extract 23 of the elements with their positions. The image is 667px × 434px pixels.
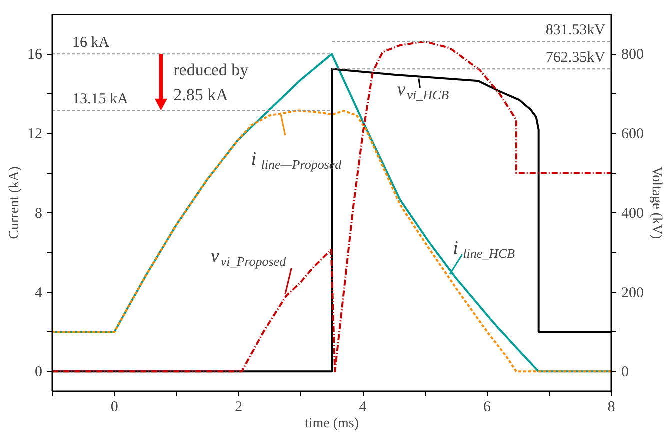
x-tick-label: 2 [235,400,243,416]
y-tick-label: 0 [35,364,42,381]
y2-tick-label: 0 [622,364,629,381]
annotation: reduced by 2.85 kA [174,60,250,104]
x-tick-label: 0 [110,400,118,416]
ref-line-label: 16 kA [72,35,110,52]
x-tick-label: 8 [608,400,616,416]
x-axis-title: time (ms) [304,416,360,432]
y2-tick-label: 600 [622,126,644,143]
y-axis-title: Current (kA) [8,166,22,240]
y-tick-label: 8 [35,206,42,222]
y2-tick-label: 400 [622,206,644,222]
y2-axis-title: Voltage (kV) [649,166,664,240]
y-tick-label: 12 [28,126,42,143]
x-tick-label: 6 [484,400,492,416]
y-tick-label: 16 [28,47,43,64]
ref-line-label: 13.15 kA [72,92,128,108]
y2-tick-label: 800 [622,47,644,64]
x-tick-label: 4 [359,400,368,416]
ref-line-label: 762.35kV [546,50,606,66]
y2-tick-label: 200 [622,285,644,302]
ref-line-label: 831.53kV [546,22,606,39]
y-tick-label: 4 [35,285,43,302]
